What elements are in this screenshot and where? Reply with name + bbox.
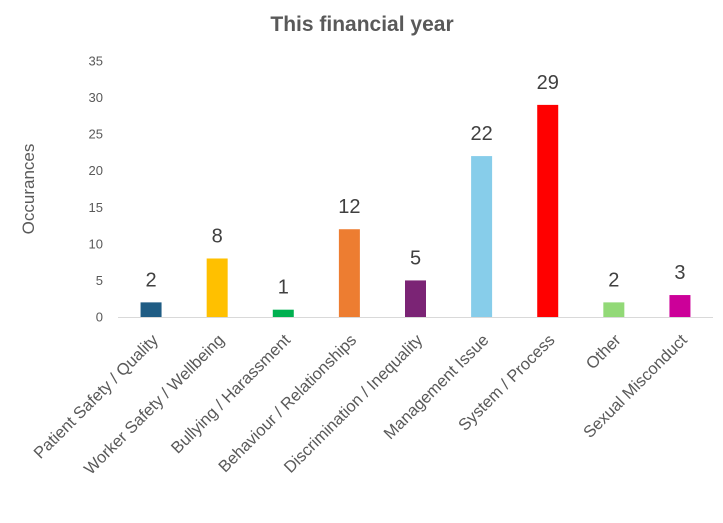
y-tick-label: 10	[89, 236, 103, 251]
bar	[669, 295, 691, 317]
data-label: 5	[410, 247, 421, 269]
x-tick-label: Worker Safety / Wellbeing	[81, 331, 228, 478]
x-tick-label: Other	[583, 331, 625, 373]
bar	[206, 258, 228, 317]
data-label: 2	[145, 269, 156, 291]
data-label: 1	[278, 277, 289, 299]
y-tick-labels: 0 5 10 15 20 25 30 35	[89, 54, 103, 325]
bar	[272, 309, 294, 317]
data-labels: 2 8 1 12 5 22 29 2 3	[145, 72, 685, 299]
bar	[140, 302, 162, 317]
x-tick-label: Discrimination / Inequality	[281, 331, 427, 477]
bar	[338, 229, 360, 317]
data-label: 2	[608, 269, 619, 291]
bar	[405, 280, 426, 317]
y-tick-label: 30	[89, 90, 103, 105]
y-tick-label: 25	[89, 127, 103, 142]
y-tick-label: 5	[96, 273, 103, 288]
y-tick-label: 20	[89, 163, 103, 178]
bar	[537, 104, 559, 317]
data-label: 22	[470, 123, 492, 145]
x-tick-label: Patient Safety / Quality	[30, 331, 162, 463]
y-tick-label: 35	[89, 54, 103, 69]
y-axis-label: Occurances	[19, 144, 38, 235]
bar	[471, 156, 493, 317]
y-tick-label: 15	[89, 200, 103, 215]
data-label: 3	[674, 262, 685, 284]
data-label: 12	[338, 196, 360, 218]
x-tick-label: Behaviour / Relationships	[215, 331, 360, 476]
data-label: 29	[537, 72, 559, 94]
bar	[603, 302, 625, 317]
y-tick-label: 0	[96, 310, 103, 325]
bars	[140, 104, 691, 317]
data-label: 8	[212, 225, 223, 247]
chart-title: This financial year	[270, 13, 453, 36]
x-tick-label: Bullying / Harassment	[168, 331, 294, 457]
